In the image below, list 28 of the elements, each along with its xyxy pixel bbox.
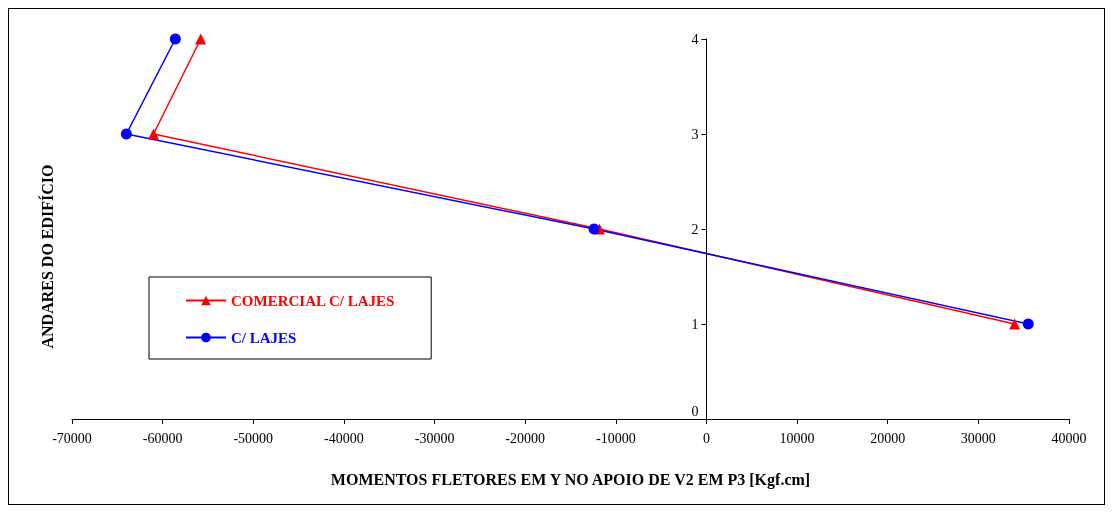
legend-label: C/ LAJES	[231, 329, 297, 346]
legend-label: COMERCIAL C/ LAJES	[231, 292, 395, 309]
point	[1022, 318, 1034, 330]
point	[169, 33, 181, 45]
point	[1009, 318, 1021, 330]
y-tick-label: 4	[691, 31, 699, 47]
x-tick-label: 40000	[1051, 430, 1087, 446]
point	[588, 223, 600, 235]
x-tick-label: -10000	[595, 430, 636, 446]
x-tick-label: 10000	[779, 430, 815, 446]
y-tick-label: 0	[691, 403, 699, 419]
y-tick-label: 3	[691, 126, 699, 142]
x-tick-label: -30000	[414, 430, 455, 446]
x-tick-label: -20000	[505, 430, 546, 446]
point	[148, 128, 160, 140]
x-tick-label: 30000	[960, 430, 996, 446]
x-tick-label: -70000	[52, 430, 92, 446]
x-tick-label: -60000	[142, 430, 183, 446]
x-tick-label: -50000	[233, 430, 274, 446]
point	[195, 33, 207, 45]
x-axis-title: MOMENTOS FLETORES EM Y NO APOIO DE V2 EM P3 [Kgf.cm]	[330, 470, 811, 489]
point	[120, 128, 132, 140]
x-tick-label: 0	[702, 430, 710, 446]
y-axis-title: ANDARES DO EDIFÍCIO	[37, 164, 56, 349]
x-tick-label: 20000	[870, 430, 906, 446]
y-tick-label: 1	[691, 316, 699, 332]
y-tick-label: 2	[691, 221, 699, 237]
x-tick-label: -40000	[324, 430, 364, 446]
